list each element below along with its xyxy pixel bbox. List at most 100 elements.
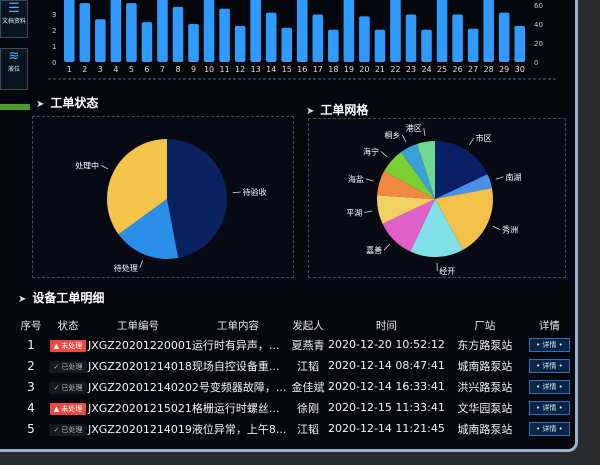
table-header-row: 序号 状态 工单编号 工单内容 发起人 时间 厂站 详情 xyxy=(14,316,574,334)
row-no: 4 xyxy=(27,400,35,415)
x-tick-label: 20 xyxy=(359,65,369,74)
x-tick-label: 16 xyxy=(297,65,307,74)
x-tick-label: 27 xyxy=(468,65,478,74)
person-cell: 夏燕青 xyxy=(291,338,325,352)
status-title-text: 工单状态 xyxy=(50,96,99,110)
pie-slice-嘉善 xyxy=(382,199,435,252)
bar-16 xyxy=(297,0,308,62)
bar-1 xyxy=(64,0,75,62)
sidebar-item-label: 液位 xyxy=(7,66,20,73)
bar-19 xyxy=(343,0,355,62)
x-tick-label: 6 xyxy=(144,65,149,74)
bar-15 xyxy=(281,27,292,62)
pie-slice-平湖 xyxy=(377,195,435,224)
pie-label: 海宁 xyxy=(363,146,379,156)
station-cell: 城南路泵站 xyxy=(457,359,513,373)
bar-11 xyxy=(219,8,230,63)
sidebar-item-documents[interactable]: ☰ 文档资料 xyxy=(0,0,28,38)
detail-cell: • 详情 • xyxy=(525,334,574,355)
detail-label: 详情 xyxy=(542,425,557,433)
time-cell: 2020-12-14 16:33:41 xyxy=(328,380,445,393)
table-row[interactable]: 4 ▲ 未处理 JXGZ20201215021格栅运行时螺丝... 徐刚 202… xyxy=(14,397,574,418)
bar-20 xyxy=(359,16,370,62)
pie-slice-海宁 xyxy=(384,152,435,199)
pie-slice-港区 xyxy=(417,141,435,199)
person-cell: 江韬 xyxy=(297,422,319,436)
right-y-tick: 40 xyxy=(534,21,543,29)
detail-title-text: 设备工单明细 xyxy=(32,291,105,305)
label-leader xyxy=(139,260,144,268)
bar-26 xyxy=(452,14,463,62)
detail-button[interactable]: • 详情 • xyxy=(529,359,570,373)
pie-label: 处理中 xyxy=(75,160,99,170)
x-tick-label: 2 xyxy=(82,65,87,74)
x-tick-label: 14 xyxy=(266,65,276,74)
x-tick-label: 21 xyxy=(375,65,385,74)
status-section-title: ➤ 工单状态 xyxy=(36,96,99,110)
pie-label: 平湖 xyxy=(346,208,362,217)
header-code: 工单编号 xyxy=(117,319,159,332)
time-cell: 2020-12-14 11:21:45 xyxy=(328,422,445,435)
bar-27 xyxy=(467,28,479,62)
status-cell: ▲ 未处理 xyxy=(48,397,88,418)
code-content-cell: JXGZ20201220001运行时有异声，... xyxy=(88,338,280,352)
bar-2 xyxy=(79,3,91,63)
station-cell: 洪兴路泵站 xyxy=(457,380,513,394)
status-text: 已处理 xyxy=(61,362,83,371)
label-leader xyxy=(423,127,426,136)
bar-14 xyxy=(265,12,277,63)
status-text: 已处理 xyxy=(61,383,83,392)
pie-slice-桐乡 xyxy=(400,143,435,199)
grid-pie-panel: 市区 南湖 秀洲 经开 嘉善 平湖 海盐 海宁 桐乡 港区 xyxy=(308,118,566,278)
detail-cell: • 详情 • xyxy=(525,355,574,376)
status-cell: ✓ 已处理 xyxy=(48,355,88,376)
header-status: 状态 xyxy=(57,319,79,332)
detail-button[interactable]: • 详情 • xyxy=(529,380,570,394)
pie-slice-海盐 xyxy=(377,171,435,199)
detail-label: 详情 xyxy=(542,383,557,391)
label-leader xyxy=(495,176,504,180)
code-content-cell: JXGZ202012140202号变频器故障，... xyxy=(88,380,287,394)
station-cell: 东方路泵站 xyxy=(457,338,513,352)
status-cell: ▲ 未处理 xyxy=(48,334,88,355)
header-no: 序号 xyxy=(20,319,42,332)
x-tick-label: 3 xyxy=(98,65,103,74)
sidebar-item-water-level[interactable]: ≋ 液位 xyxy=(0,48,28,90)
label-leader xyxy=(364,210,373,213)
x-tick-label: 23 xyxy=(406,65,416,74)
label-leader xyxy=(468,137,474,146)
table-row[interactable]: 5 ✓ 已处理 JXGZ20201214019液位异常，上午8... 江韬 20… xyxy=(14,418,574,439)
detail-button[interactable]: • 详情 • xyxy=(529,401,570,415)
table-row[interactable]: 2 ✓ 已处理 JXGZ20201214018现场自控设备重... 江韬 202… xyxy=(14,355,574,376)
person-cell: 金佳斌 xyxy=(291,380,325,394)
detail-button[interactable]: • 详情 • xyxy=(529,422,570,436)
code-content-cell: JXGZ20201215021格栅运行时螺丝... xyxy=(88,401,280,415)
sidebar-item-label: 文档资料 xyxy=(1,18,26,25)
pie-label: 南湖 xyxy=(505,172,521,182)
x-tick-label: 12 xyxy=(235,65,245,74)
bar-12 xyxy=(234,25,246,62)
green-indicator xyxy=(0,104,30,110)
bar-28 xyxy=(483,0,494,62)
pie-label: 市区 xyxy=(476,133,492,143)
daily-bar-chart: 1 2 3 4 5 6 7 8 9 10 11 12 13 14 15 16 17 18 19 20 21 22 23 24 2… xyxy=(48,0,556,80)
pie-label: 秀洲 xyxy=(502,225,518,235)
x-tick-label: 10 xyxy=(204,65,214,74)
table-row[interactable]: 1 ▲ 未处理 JXGZ20201220001运行时有异声，... 夏燕青 20… xyxy=(14,334,574,355)
code-content-cell: JXGZ20201214019液位异常，上午8... xyxy=(88,422,287,436)
table-row[interactable]: 3 ✓ 已处理 JXGZ202012140202号变频器故障，... 金佳斌 2… xyxy=(14,376,574,397)
bar-5 xyxy=(126,3,137,63)
pie-label: 港区 xyxy=(406,123,422,133)
right-y-tick: 60 xyxy=(534,2,543,10)
pie-slice-南湖 xyxy=(435,174,492,199)
x-tick-label: 11 xyxy=(220,65,230,74)
detail-button[interactable]: • 详情 • xyxy=(529,338,570,352)
station-cell: 城南路泵站 xyxy=(457,422,513,436)
detail-label: 详情 xyxy=(542,362,557,370)
bar-4 xyxy=(110,0,122,62)
header-station: 厂站 xyxy=(474,319,496,332)
label-leader xyxy=(232,191,241,194)
pie-slice-经开 xyxy=(410,199,463,257)
